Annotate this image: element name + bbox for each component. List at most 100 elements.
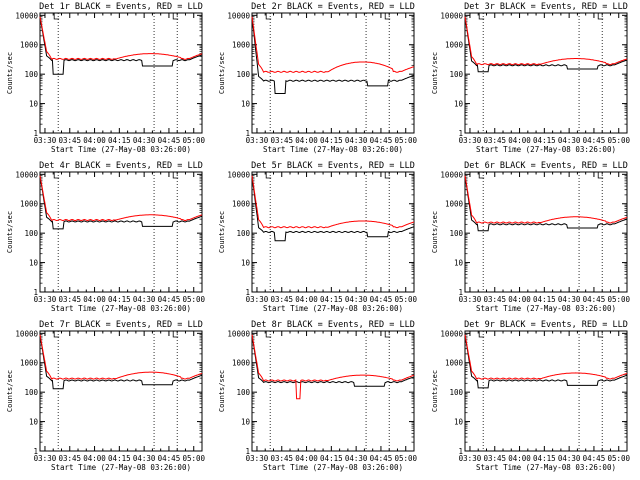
events-series-line [464,175,628,232]
x-tick-label: 05:00 [394,136,417,145]
x-tick-label: 04:30 [133,295,156,304]
x-tick-label: 04:15 [320,136,343,145]
y-tick-label: 1000 [20,41,39,50]
plot-frame [39,330,203,452]
y-tick-label: 10000 [227,11,250,20]
x-tick-label: 04:15 [533,136,556,145]
segment-marker [478,331,485,338]
y-tick-label: 1000 [232,200,251,209]
y-tick-label: 10000 [227,170,250,179]
y-tick-label: 1 [245,447,250,456]
panel-7: Det 7r BLACK = Events, RED = LLD 1 10 100 10… [6,320,206,472]
x-tick-label: 05:00 [182,454,205,463]
panel-title: Det 8r BLACK = Events, RED = LLD [251,320,415,330]
y-tick-label: 100 [24,70,38,79]
x-tick-label: 04:15 [108,295,131,304]
y-tick-label: 1 [245,129,250,138]
segment-marker [478,172,485,179]
y-tick-label: 1 [33,129,38,138]
x-tick-label: 03:45 [483,454,506,463]
x-tick-label: 04:00 [508,454,531,463]
y-tick-label: 100 [24,388,38,397]
panel-title: Det 3r BLACK = Events, RED = LLD [464,2,628,12]
segment-marker [265,13,272,20]
x-tick-label: 04:45 [583,454,606,463]
x-tick-label: 05:00 [182,136,205,145]
y-tick-label: 1000 [232,41,251,50]
x-tick-label: 04:00 [508,295,531,304]
y-tick-label: 10000 [440,170,463,179]
lld-series-line [464,334,628,380]
segment-marker [172,331,179,338]
x-tick-label: 04:00 [295,136,318,145]
y-tick-label: 100 [24,229,38,238]
x-tick-label: 04:30 [345,295,368,304]
y-axis-label: Counts/sec [431,52,439,94]
y-tick-label: 100 [449,388,463,397]
x-tick-label: 04:45 [370,295,393,304]
events-series-line [39,16,203,75]
x-tick-label: 04:30 [558,454,581,463]
y-tick-label: 1 [245,288,250,297]
plot-frame [464,171,628,293]
x-tick-label: 04:45 [158,454,181,463]
y-tick-label: 1000 [445,359,464,368]
y-tick-label: 10000 [440,11,463,20]
x-tick-label: 04:00 [508,136,531,145]
x-tick-label: 04:30 [133,136,156,145]
y-tick-label: 10 [29,418,39,427]
x-tick-label: 04:30 [558,295,581,304]
y-tick-label: 10000 [15,329,38,338]
x-tick-label: 05:00 [607,136,630,145]
x-axis-label: Start Time (27-May-08 03:26:00) [51,304,191,313]
segment-marker [265,172,272,179]
x-tick-label: 04:15 [320,454,343,463]
x-axis-label: Start Time (27-May-08 03:26:00) [263,145,403,154]
x-tick-label: 05:00 [607,454,630,463]
y-tick-label: 1000 [445,200,464,209]
y-tick-label: 10 [241,100,251,109]
x-tick-label: 03:45 [58,295,81,304]
panel-title: Det 6r BLACK = Events, RED = LLD [464,161,628,171]
x-tick-label: 03:45 [483,295,506,304]
y-tick-label: 100 [236,70,250,79]
x-tick-label: 04:30 [558,136,581,145]
segment-marker [384,13,391,20]
segment-marker [384,331,391,338]
panel-5: Det 5r BLACK = Events, RED = LLD 1 10 100 10… [218,161,418,313]
lld-series-line [464,175,628,224]
lld-series-line [251,334,415,400]
y-tick-label: 10 [454,100,464,109]
y-axis-label: Counts/sec [218,52,226,94]
panel-1: Det 1r BLACK = Events, RED = LLD 1 10 100 10… [6,2,206,154]
lld-series-line [39,175,203,222]
x-tick-label: 04:15 [533,295,556,304]
x-tick-label: 04:15 [108,454,131,463]
plot-frame [464,12,628,134]
y-tick-label: 100 [236,229,250,238]
y-tick-label: 10 [29,259,39,268]
x-tick-label: 04:00 [83,136,106,145]
x-tick-label: 03:45 [483,136,506,145]
x-tick-label: 03:30 [459,454,482,463]
plot-frame [464,330,628,452]
events-series-line [464,16,628,73]
x-tick-label: 04:00 [83,295,106,304]
x-tick-label: 04:45 [583,136,606,145]
x-tick-label: 03:30 [34,295,57,304]
lld-series-line [39,16,203,60]
x-tick-label: 03:30 [34,454,57,463]
panel-title: Det 5r BLACK = Events, RED = LLD [251,161,415,171]
x-tick-label: 04:45 [583,295,606,304]
events-series-line [251,175,415,242]
y-tick-label: 10 [454,259,464,268]
events-series-line [251,334,415,387]
plot-frame [251,171,415,293]
panel-4: Det 4r BLACK = Events, RED = LLD 1 10 100 10… [6,161,206,313]
y-tick-label: 1 [458,129,463,138]
events-series-line [251,16,415,94]
segment-marker [597,172,604,179]
x-tick-label: 04:15 [108,136,131,145]
y-tick-label: 1000 [232,359,251,368]
